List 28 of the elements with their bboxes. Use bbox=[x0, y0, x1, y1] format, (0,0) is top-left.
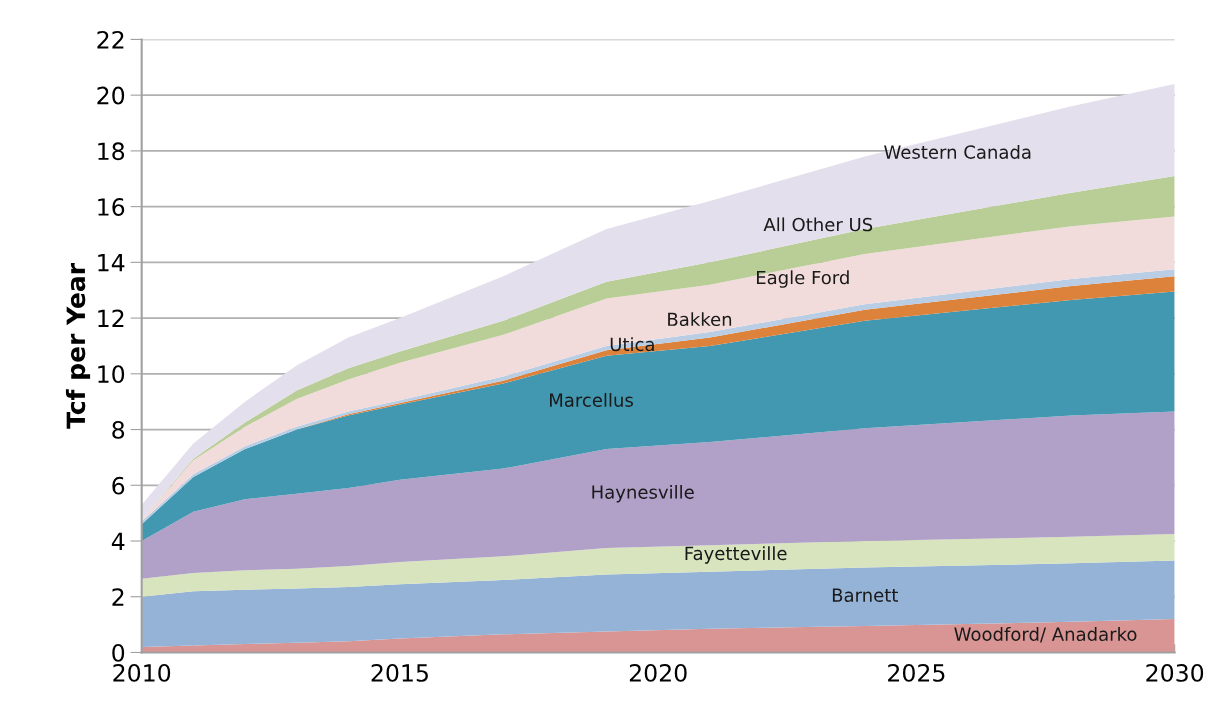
y-tick-label: 18 bbox=[98, 142, 125, 161]
series-label: All Other US bbox=[763, 217, 873, 232]
series-label: Eagle Ford bbox=[756, 270, 849, 288]
y-tick-label: 12 bbox=[98, 309, 124, 328]
series-label: Bakken bbox=[668, 312, 732, 327]
series-label: Fayetteville bbox=[685, 546, 787, 564]
x-tick-label: 2010 bbox=[113, 664, 171, 682]
y-tick-label: 8 bbox=[112, 420, 125, 439]
y-tick-label: 22 bbox=[97, 30, 124, 49]
y-tick-label: 16 bbox=[98, 198, 125, 216]
series-label: Woodford/ Anadarko bbox=[954, 627, 1137, 643]
x-tick-label: 2025 bbox=[888, 664, 945, 682]
series-label: Barnett bbox=[832, 588, 898, 602]
y-axis-title: Tcf per Year bbox=[65, 263, 91, 429]
x-tick-label: 2020 bbox=[629, 664, 687, 682]
series-label: Western Canada bbox=[884, 144, 1031, 159]
series-label: Marcellus bbox=[550, 392, 633, 407]
x-tick-label: 2030 bbox=[1146, 664, 1204, 682]
y-tick-label: 2 bbox=[112, 588, 124, 606]
y-tick-label: 4 bbox=[111, 532, 125, 550]
y-tick-label: 20 bbox=[97, 86, 125, 105]
y-tick-label: 0 bbox=[112, 643, 125, 662]
y-tick-label: 10 bbox=[98, 365, 125, 384]
y-tick-label: 14 bbox=[98, 254, 125, 272]
x-tick-label: 2015 bbox=[371, 664, 428, 682]
y-tick-label: 6 bbox=[112, 476, 125, 495]
series-label: Haynesville bbox=[592, 484, 694, 503]
series-label: Utica bbox=[610, 337, 654, 352]
